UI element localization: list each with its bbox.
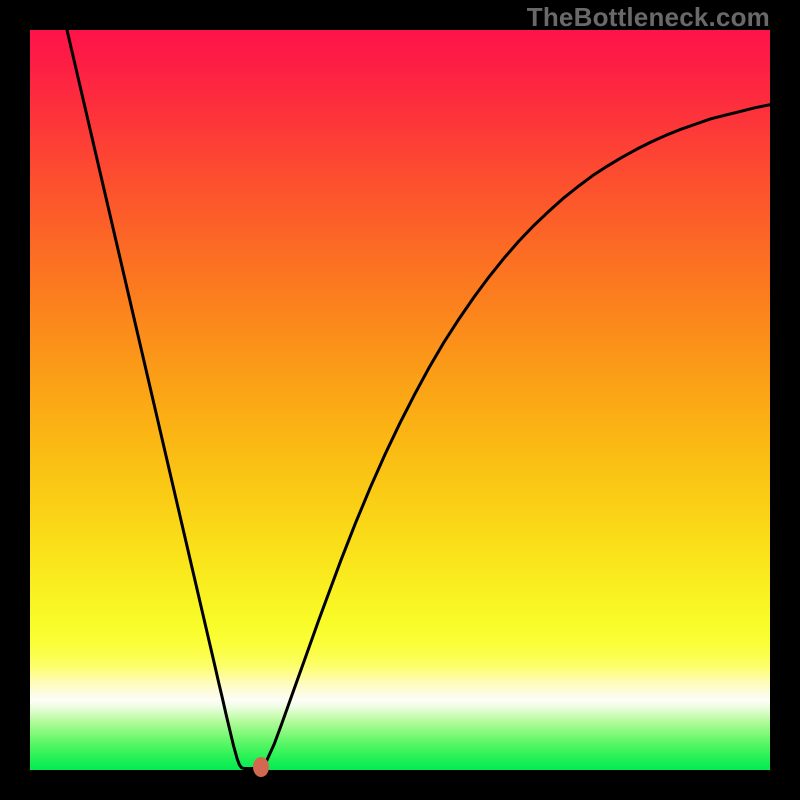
- optimum-marker: [253, 757, 269, 777]
- bottleneck-gradient-plot: [30, 30, 770, 770]
- watermark-text: TheBottleneck.com: [527, 2, 770, 33]
- chart-frame: TheBottleneck.com: [0, 0, 800, 800]
